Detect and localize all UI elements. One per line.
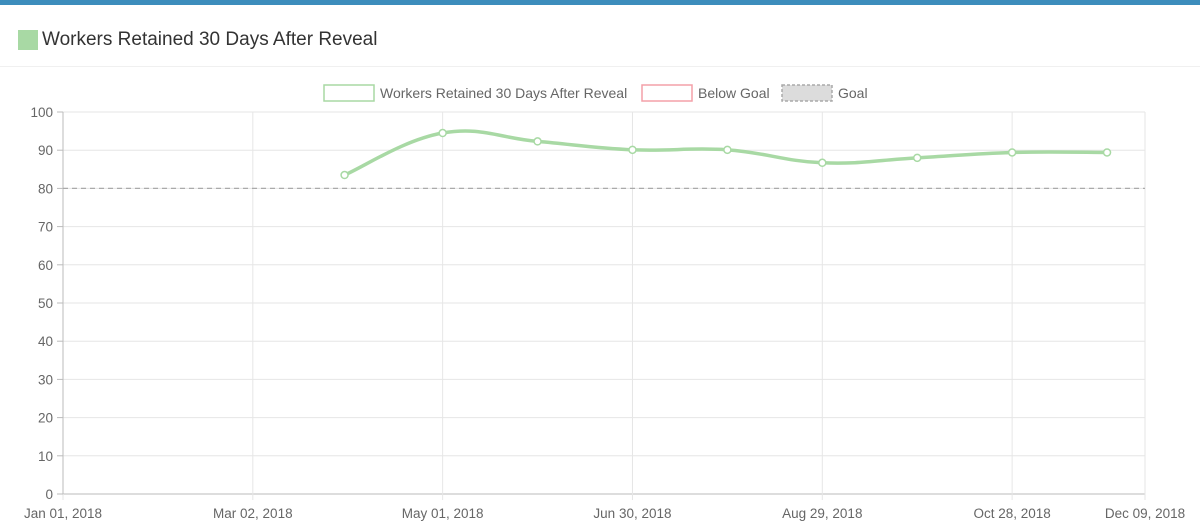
y-tick-label: 30 xyxy=(38,372,53,387)
data-point[interactable] xyxy=(1007,148,1017,157)
x-tick-label: Aug 29, 2018 xyxy=(782,506,862,521)
data-point[interactable] xyxy=(818,158,827,168)
legend-item[interactable]: Goal xyxy=(781,84,868,102)
x-axis: Jan 01, 2018 Mar 02, 2018 May 01, 2018 Jun … xyxy=(24,506,1185,521)
grid-lines xyxy=(62,111,1146,500)
legend-item[interactable]: Below Goal xyxy=(641,84,770,102)
x-tick-label: Jun 30, 2018 xyxy=(593,506,671,521)
y-tick-label: 80 xyxy=(38,181,53,196)
legend-label: Below Goal xyxy=(698,85,770,101)
legend-item[interactable]: Workers Retained 30 Days After Reveal xyxy=(323,84,627,102)
legend-swatch xyxy=(323,84,375,102)
y-tick-label: 90 xyxy=(38,143,53,158)
data-point[interactable] xyxy=(628,145,637,155)
data-point[interactable] xyxy=(723,145,732,155)
y-tick-label: 10 xyxy=(38,449,53,464)
data-point[interactable] xyxy=(1102,148,1112,157)
y-tick-label: 0 xyxy=(45,487,53,502)
data-point[interactable] xyxy=(438,128,447,138)
title-color-swatch xyxy=(18,30,38,50)
panel-title: Workers Retained 30 Days After Reveal xyxy=(42,29,378,50)
y-tick-label: 60 xyxy=(38,258,53,273)
y-tick-label: 70 xyxy=(38,220,53,235)
y-tick-label: 40 xyxy=(38,334,53,349)
y-tick-label: 20 xyxy=(38,411,53,426)
series-layer xyxy=(63,128,1145,190)
x-tick-label: Dec 09, 2018 xyxy=(1105,506,1185,521)
panel-header: Workers Retained 30 Days After Reveal xyxy=(0,10,1200,67)
y-tick-label: 50 xyxy=(38,296,53,311)
data-point[interactable] xyxy=(912,153,922,163)
x-tick-label: Jan 01, 2018 xyxy=(24,506,102,521)
legend-label: Workers Retained 30 Days After Reveal xyxy=(380,85,627,101)
legend-label: Goal xyxy=(838,85,868,101)
legend-swatch xyxy=(641,84,693,102)
data-point[interactable] xyxy=(340,170,349,180)
x-tick-label: May 01, 2018 xyxy=(402,506,484,521)
data-point[interactable] xyxy=(533,137,542,146)
legend-swatch xyxy=(781,84,833,102)
y-tick-label: 100 xyxy=(30,105,53,120)
y-axis: 0 10 20 30 40 50 60 70 80 90 100 xyxy=(30,105,64,502)
chart-legend: Workers Retained 30 Days After Reveal Bel… xyxy=(323,84,868,102)
x-tick-label: Mar 02, 2018 xyxy=(213,506,293,521)
x-tick-label: Oct 28, 2018 xyxy=(973,506,1050,521)
